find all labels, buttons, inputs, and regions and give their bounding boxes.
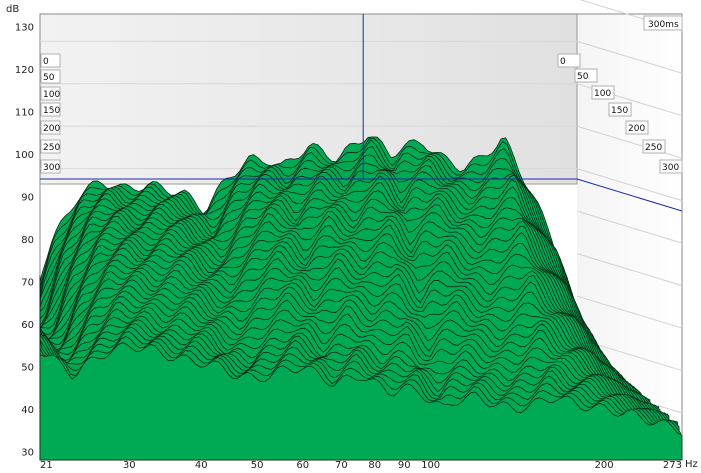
- x-unit-label: Hz: [685, 459, 698, 470]
- time-label-left: 250: [40, 139, 61, 154]
- y-tick-label: 40: [21, 405, 34, 416]
- time-label-right: 0: [557, 53, 581, 68]
- time-label-right: 300: [659, 159, 683, 174]
- svg-text:100: 100: [43, 90, 60, 100]
- svg-text:150: 150: [611, 106, 628, 116]
- time-label-left: 100: [40, 86, 61, 101]
- x-tick-label: 273: [663, 460, 682, 471]
- svg-text:250: 250: [645, 143, 662, 153]
- svg-text:0: 0: [560, 57, 566, 67]
- x-tick-label: 90: [398, 460, 411, 471]
- svg-text:200: 200: [43, 124, 60, 134]
- time-label-right: 250: [642, 139, 666, 154]
- time-labels-left: 0 50 100 150 200 250 300: [40, 53, 61, 174]
- x-tick-label: 50: [251, 460, 264, 471]
- time-label-right: 50: [574, 68, 598, 83]
- x-tick-label: 40: [195, 460, 208, 471]
- x-tick-label: 60: [296, 460, 309, 471]
- cursor-crosshair: [40, 14, 683, 212]
- time-label-left: 50: [40, 69, 61, 84]
- cursor-depth: [576, 178, 683, 212]
- x-axis-ticks: 21 30 40 50 60 70 80 90 100 200 273: [40, 460, 682, 471]
- y-tick-label: 110: [15, 108, 34, 119]
- x-tick-label: 100: [421, 460, 440, 471]
- side-gridline: [576, 253, 683, 287]
- side-gridline: [576, 210, 683, 244]
- waterfall-slice: [39, 342, 683, 461]
- time-label-left: 150: [40, 102, 61, 117]
- time-label-right: 150: [608, 102, 632, 117]
- svg-text:50: 50: [577, 72, 589, 82]
- x-tick-label: 30: [123, 460, 136, 471]
- x-tick-label: 80: [368, 460, 381, 471]
- side-gridline: [576, 295, 683, 329]
- time-label-right: 200: [625, 120, 649, 135]
- time-axis-title: 300ms: [643, 15, 683, 31]
- time-label-left: 300: [40, 159, 61, 174]
- svg-text:300: 300: [662, 163, 679, 173]
- svg-text:300: 300: [43, 163, 60, 173]
- time-label-left: 200: [40, 120, 61, 135]
- svg-text:100: 100: [594, 89, 611, 99]
- y-tick-label: 120: [15, 65, 34, 76]
- x-tick-label: 21: [40, 460, 53, 471]
- time-label-right: 100: [591, 85, 615, 100]
- svg-text:150: 150: [43, 106, 60, 116]
- y-tick-label: 80: [21, 235, 34, 246]
- x-tick-label: 200: [595, 460, 614, 471]
- y-axis-ticks: 30 40 50 60 70 80 90 100 110 120 130: [15, 23, 34, 459]
- y-tick-label: 130: [15, 23, 34, 34]
- x-tick-label: 70: [335, 460, 348, 471]
- y-tick-label: 60: [21, 320, 34, 331]
- waterfall-slices: [39, 136, 683, 461]
- side-gridline: [576, 40, 683, 74]
- y-unit-label: dB: [6, 4, 19, 15]
- side-wall: [577, 14, 682, 460]
- y-tick-label: 70: [21, 278, 34, 289]
- side-gridline: [576, 168, 683, 202]
- y-tick-label: 30: [21, 448, 34, 459]
- y-tick-label: 90: [21, 193, 34, 204]
- svg-text:200: 200: [628, 124, 645, 134]
- svg-text:250: 250: [43, 143, 60, 153]
- svg-text:0: 0: [43, 57, 49, 67]
- svg-text:50: 50: [43, 73, 55, 83]
- y-tick-label: 100: [15, 150, 34, 161]
- y-tick-label: 50: [21, 363, 34, 374]
- svg-text:300ms: 300ms: [648, 20, 679, 30]
- time-label-left: 0: [40, 53, 61, 68]
